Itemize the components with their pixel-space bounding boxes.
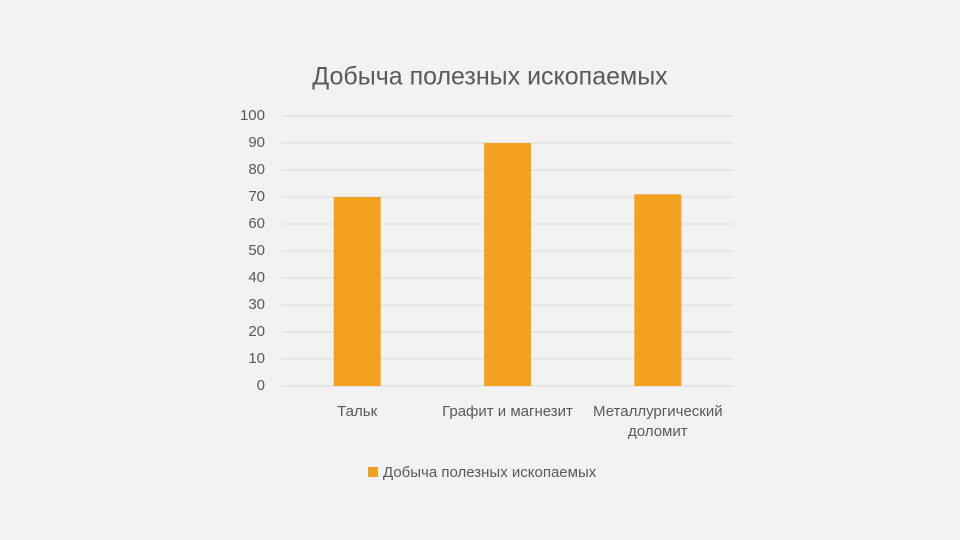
x-tick-label: Металлургический доломит bbox=[593, 403, 723, 440]
y-tick-label: 90 bbox=[248, 134, 265, 151]
bar bbox=[484, 143, 531, 386]
y-tick-label: 10 bbox=[248, 350, 265, 367]
y-tick-label: 100 bbox=[240, 107, 265, 124]
y-tick-label: 30 bbox=[248, 296, 265, 313]
y-tick-label: 50 bbox=[248, 242, 265, 259]
y-tick-label: 60 bbox=[248, 215, 265, 232]
bar bbox=[634, 194, 682, 386]
legend-label: Добыча полезных ископаемых bbox=[383, 464, 597, 481]
y-tick-label: 40 bbox=[248, 269, 265, 286]
x-tick-label: Тальк bbox=[337, 403, 378, 420]
y-tick-label: 80 bbox=[248, 161, 265, 178]
chart-title: Добыча полезных ископаемых bbox=[312, 63, 668, 91]
bar bbox=[333, 197, 381, 386]
y-tick-label: 20 bbox=[248, 323, 265, 340]
y-tick-label: 70 bbox=[248, 188, 265, 205]
legend-swatch bbox=[368, 467, 378, 477]
y-tick-label: 0 bbox=[257, 377, 265, 394]
x-tick-label: Графит и магнезит bbox=[442, 403, 573, 420]
